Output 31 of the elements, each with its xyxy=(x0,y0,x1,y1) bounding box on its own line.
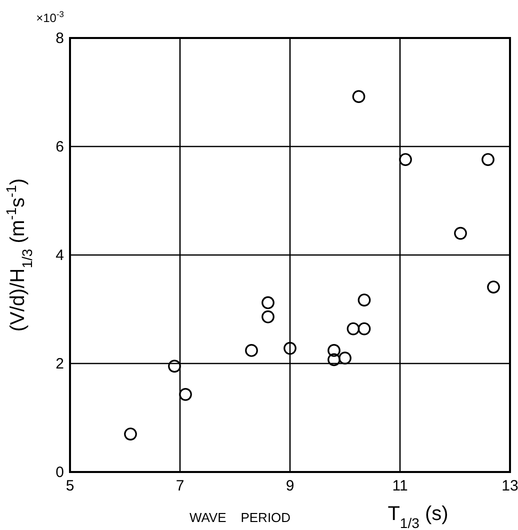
point xyxy=(346,322,360,336)
y-tick-label: 8 xyxy=(56,30,64,47)
x-tick-label: 7 xyxy=(176,478,184,495)
point xyxy=(487,280,500,294)
point xyxy=(358,322,371,336)
x-tick-label: 9 xyxy=(286,478,294,495)
point xyxy=(399,153,412,166)
y-tick-label: 2 xyxy=(56,355,64,372)
x-tick-label: 11 xyxy=(392,478,408,495)
point xyxy=(338,352,352,365)
point xyxy=(262,310,274,324)
x-tick-label: 13 xyxy=(502,478,518,495)
y-tick-label: 0 xyxy=(56,464,64,481)
point xyxy=(482,153,494,166)
point xyxy=(352,90,366,104)
point xyxy=(168,360,181,373)
point xyxy=(284,342,296,355)
text: ×10$^{-3}$ xyxy=(36,9,64,25)
point xyxy=(328,344,340,357)
point xyxy=(179,388,192,401)
y-tick-label: 4 xyxy=(56,246,64,264)
text: WAVE PERIOD xyxy=(189,510,291,525)
point xyxy=(245,344,258,357)
point xyxy=(454,226,467,240)
y-tick-label: 6 xyxy=(56,138,64,156)
point xyxy=(358,294,371,306)
point xyxy=(328,353,340,366)
point xyxy=(124,428,137,440)
x-tick-label: 5 xyxy=(66,478,74,495)
x-axis-title: T$_{1/3}$ (s) xyxy=(388,503,448,530)
point xyxy=(262,296,274,310)
